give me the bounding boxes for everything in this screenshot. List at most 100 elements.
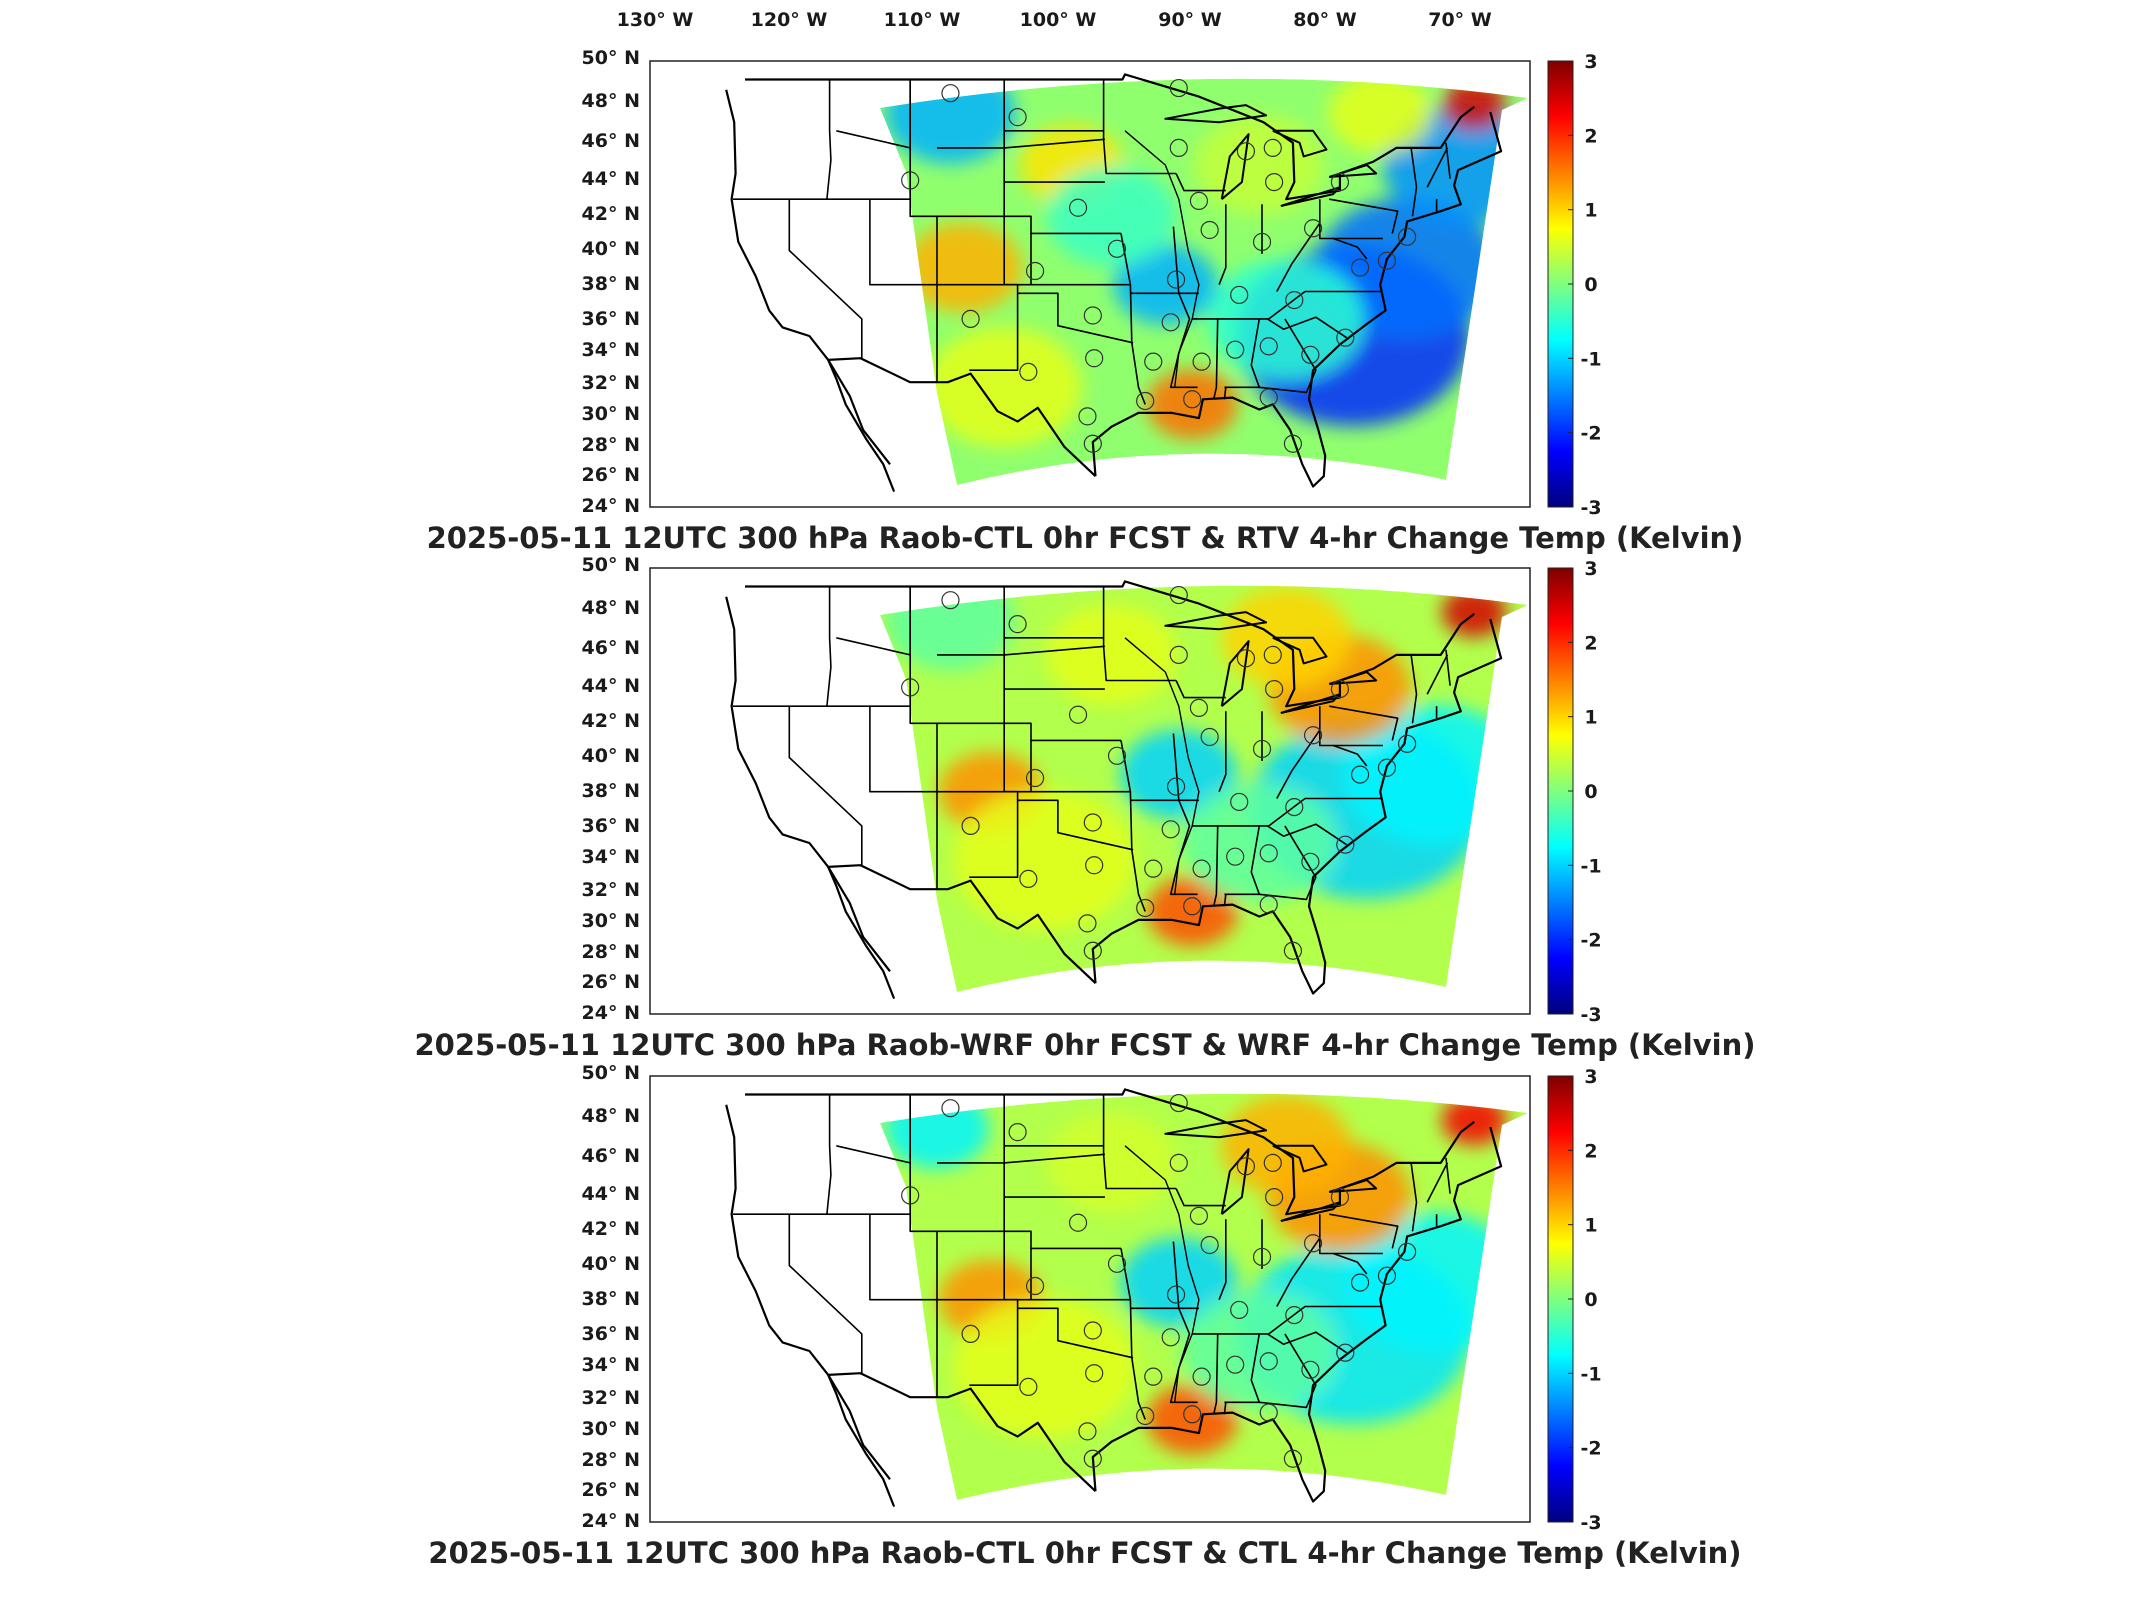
latitude-label: 34° N <box>582 339 640 361</box>
raob-station-marker <box>1083 434 1102 453</box>
state-border <box>826 1094 832 1215</box>
raob-station-marker <box>1283 1449 1303 1468</box>
state-border <box>1426 147 1449 188</box>
latitude-label: 46° N <box>582 637 640 659</box>
raob-station-marker <box>1259 1352 1278 1371</box>
state-border <box>1445 142 1451 179</box>
coastline <box>725 89 891 465</box>
colorbar: 3 2 1 0 -1 -2 -3 <box>1547 1066 1602 1534</box>
latitude-label: 42° N <box>582 710 640 732</box>
state-border <box>1319 1214 1383 1255</box>
raob-station-marker <box>1336 1343 1355 1362</box>
colorbar-tick-label: 1 <box>1584 1215 1597 1237</box>
state-border <box>1445 1157 1451 1194</box>
raob-station-marker <box>1166 777 1186 796</box>
raob-station-marker <box>1192 352 1211 371</box>
raob-station-marker <box>1303 726 1323 745</box>
raob-station-marker <box>1303 1234 1323 1253</box>
raob-station-marker <box>1008 108 1027 127</box>
state-border <box>1259 1333 1317 1409</box>
state-border <box>1223 894 1227 907</box>
coastline <box>725 596 891 972</box>
great-lake-shore <box>1220 1148 1250 1215</box>
latitude-label: 26° N <box>582 971 640 993</box>
state-border <box>1218 1219 1227 1300</box>
raob-station-marker <box>1377 251 1397 270</box>
state-border <box>969 79 1019 371</box>
coastline <box>828 1372 1097 1493</box>
raob-station-marker <box>1265 1188 1284 1207</box>
state-border <box>1410 1162 1418 1232</box>
colorbar-tick-label: 3 <box>1584 1066 1597 1088</box>
raob-station-marker <box>1068 705 1088 724</box>
raob-station-marker <box>1144 1367 1163 1386</box>
field-anomaly <box>1046 1112 1177 1213</box>
temperature-field <box>880 1093 1528 1500</box>
coastline <box>1091 111 1503 488</box>
raob-station-marker <box>1083 1321 1102 1340</box>
raob-station-marker <box>1169 138 1188 157</box>
state-border <box>1017 1307 1134 1359</box>
colorbar-tick-label: 3 <box>1584 51 1597 73</box>
colorbar-tick-label: -3 <box>1580 497 1601 519</box>
raob-station-marker <box>1019 1377 1038 1397</box>
colorbar: 3 2 1 0 -1 -2 -3 <box>1547 51 1602 519</box>
raob-station-marker <box>1200 1235 1219 1255</box>
state-border <box>1017 799 1134 851</box>
great-lake-shore <box>1220 133 1250 200</box>
state-border <box>1120 740 1146 912</box>
latitude-label: 32° N <box>582 372 640 394</box>
raob-station-marker <box>1285 1305 1304 1325</box>
state-border <box>1332 1252 1368 1275</box>
state-border <box>836 1145 911 1164</box>
raob-station-marker <box>1330 680 1350 699</box>
colorbar-tick-label: 0 <box>1584 1289 1597 1311</box>
raob-station-marker <box>1068 1213 1088 1232</box>
coastline <box>827 866 896 1000</box>
latitude-label: 40° N <box>582 238 640 260</box>
great-lake-shore <box>1272 1144 1328 1173</box>
field-anomaly <box>1316 197 1499 338</box>
state-border <box>1329 1213 1399 1249</box>
state-border <box>937 1153 1105 1164</box>
latitude-label: 42° N <box>582 203 640 225</box>
raob-station-marker <box>1183 1405 1202 1424</box>
field-anomaly <box>1181 1291 1338 1411</box>
latitude-label: 48° N <box>582 597 640 619</box>
raob-station-marker <box>1169 78 1188 98</box>
raob-station-marker <box>901 1186 920 1205</box>
raob-station-marker <box>1166 1285 1186 1304</box>
state-border <box>1319 706 1383 747</box>
map-panel-1: 50° N 48° N 46° N 44° N 42° N 40° N 38° N 36° N… <box>427 47 1744 555</box>
latitude-label: 44° N <box>582 168 640 190</box>
great-lake-shore <box>1280 693 1341 714</box>
raob-station-marker <box>1236 1157 1256 1176</box>
state-border <box>1259 318 1317 394</box>
raob-station-marker <box>961 816 980 835</box>
state-border <box>1426 1162 1449 1203</box>
longitude-label: 110° W <box>884 9 961 31</box>
great-lake-shore <box>1328 164 1378 178</box>
longitude-label: 100° W <box>1020 9 1097 31</box>
great-lake-shore <box>1280 1201 1341 1222</box>
raob-station-marker <box>1301 1360 1320 1379</box>
raob-station-marker <box>1019 869 1038 889</box>
raob-station-marker <box>1259 844 1278 863</box>
raob-station-marker <box>1169 585 1188 605</box>
longitude-label: 90° W <box>1158 9 1222 31</box>
raob-station-marker <box>1263 1153 1282 1172</box>
latitude-axis: 50° N 48° N 46° N 44° N 42° N 40° N 38° N 36° N… <box>582 554 640 1024</box>
latitude-label: 28° N <box>582 1449 640 1471</box>
latitude-label: 30° N <box>582 910 640 932</box>
state-border <box>937 138 1105 149</box>
coastline <box>1091 618 1503 995</box>
coastline <box>827 1374 896 1508</box>
raob-stations <box>901 1093 1417 1468</box>
raob-station-marker <box>1263 645 1282 664</box>
raob-station-marker <box>1330 173 1350 192</box>
raob-station-marker <box>1252 1247 1272 1267</box>
raob-station-marker <box>1068 198 1088 217</box>
raob-station-marker <box>1230 1300 1249 1320</box>
state-border <box>836 130 911 149</box>
map-frame <box>649 1075 1531 1523</box>
